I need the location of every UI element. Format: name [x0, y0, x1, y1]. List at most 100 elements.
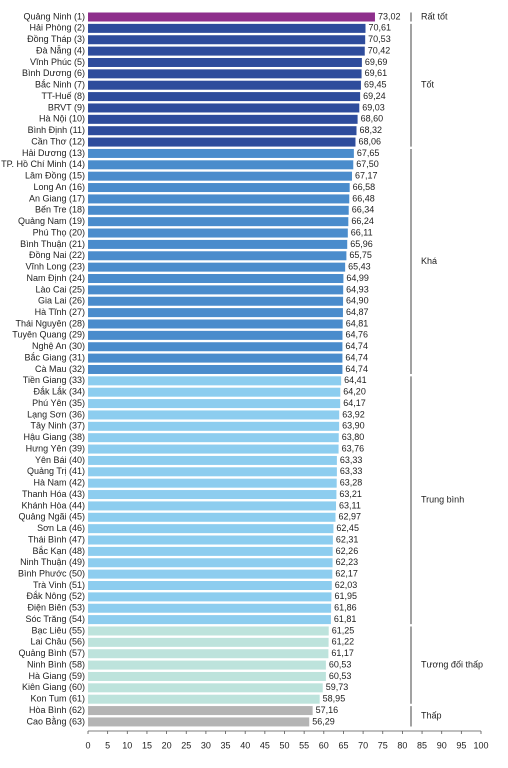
value-label: 62,17 [335, 569, 358, 579]
value-label: 73,02 [378, 11, 401, 21]
category-label: Tuyên Quang (29) [12, 330, 85, 340]
category-label: Lai Châu (56) [30, 637, 85, 647]
category-label: Khánh Hòa (44) [21, 500, 85, 510]
bar [88, 399, 341, 409]
value-label: 65,96 [350, 239, 373, 249]
value-label: 66,24 [351, 216, 374, 226]
bar [88, 46, 365, 56]
value-label: 62,23 [336, 557, 359, 567]
value-label: 64,41 [344, 375, 367, 385]
category-label: Ninh Thuận (49) [20, 557, 85, 567]
x-tick-label: 60 [319, 740, 329, 750]
bar [88, 649, 329, 659]
category-label: Hà Tĩnh (27) [35, 307, 85, 317]
value-label: 65,43 [348, 262, 371, 272]
value-label: 66,11 [351, 227, 373, 237]
value-label: 69,61 [365, 68, 388, 78]
value-label: 68,32 [359, 125, 382, 135]
x-tick-label: 55 [299, 740, 309, 750]
value-label: 63,33 [340, 466, 363, 476]
value-label: 60,53 [329, 659, 352, 669]
value-label: 64,76 [346, 330, 369, 340]
bar [88, 615, 331, 625]
x-tick-label: 95 [456, 740, 466, 750]
x-tick-label: 25 [181, 740, 191, 750]
bar [88, 535, 333, 545]
value-label: 64,87 [346, 307, 369, 317]
x-tick-label: 30 [201, 740, 211, 750]
category-label: Hưng Yên (39) [26, 443, 85, 453]
x-tick-label: 40 [240, 740, 250, 750]
value-label: 69,69 [365, 57, 388, 67]
value-label: 60,53 [329, 671, 352, 681]
bar [88, 23, 366, 33]
bar [88, 581, 332, 590]
value-label: 67,65 [357, 148, 380, 158]
x-tick-label: 35 [221, 740, 231, 750]
category-label: Vĩnh Phúc (5) [30, 57, 85, 67]
category-label: Đắk Lắk (34) [33, 387, 85, 397]
value-label: 64,20 [343, 387, 366, 397]
value-label: 70,42 [368, 45, 391, 55]
x-tick-label: 70 [358, 740, 368, 750]
value-label: 62,26 [336, 546, 359, 556]
bar [88, 546, 333, 556]
value-label: 67,17 [355, 171, 378, 181]
value-label: 61,86 [334, 603, 357, 613]
x-tick-label: 15 [142, 740, 152, 750]
bar [88, 558, 333, 568]
x-tick-label: 80 [397, 740, 407, 750]
value-label: 69,03 [362, 102, 385, 112]
category-label: BRVT (9) [48, 102, 85, 112]
bar [88, 455, 337, 465]
value-label: 68,06 [358, 136, 381, 146]
bar [88, 626, 329, 636]
value-label: 66,48 [352, 193, 375, 203]
category-label: Kiên Giang (60) [22, 682, 85, 692]
group-label: Khá [421, 256, 437, 266]
bar [88, 717, 310, 727]
value-label: 64,81 [346, 318, 369, 328]
x-tick-label: 85 [417, 740, 427, 750]
category-label: Sóc Trăng (54) [25, 614, 85, 624]
value-label: 61,17 [331, 648, 354, 658]
x-tick-label: 65 [338, 740, 348, 750]
value-label: 68,60 [361, 114, 384, 124]
bar [88, 444, 339, 454]
bar [88, 57, 362, 67]
bar [88, 387, 341, 397]
bar [88, 205, 349, 215]
category-label: Vĩnh Long (23) [25, 262, 85, 272]
value-label: 63,80 [342, 432, 365, 442]
category-label: Nghệ An (30) [32, 341, 85, 351]
group-label: Trung bình [421, 495, 464, 505]
bar [88, 137, 356, 147]
category-label: Sơn La (46) [37, 523, 85, 533]
category-label: TP. Hồ Chí Minh (14) [1, 159, 85, 169]
category-label: Đồng Tháp (3) [27, 34, 85, 44]
value-label: 61,25 [332, 625, 355, 635]
category-label: Bình Thuận (21) [20, 239, 85, 249]
bar [88, 490, 337, 500]
value-label: 64,93 [346, 284, 369, 294]
value-label: 63,76 [342, 443, 365, 453]
value-label: 69,45 [364, 80, 387, 90]
x-tick-label: 20 [162, 740, 172, 750]
bar [88, 296, 344, 306]
value-label: 61,22 [332, 637, 355, 647]
value-label: 63,28 [340, 478, 363, 488]
category-label: Hòa Bình (62) [29, 705, 85, 715]
category-label: Quảng Trị (41) [27, 466, 85, 476]
x-tick-label: 100 [473, 740, 488, 750]
x-tick-label: 75 [378, 740, 388, 750]
value-label: 57,16 [316, 705, 339, 715]
category-label: Bình Dương (6) [22, 68, 85, 78]
bar [88, 228, 348, 238]
bar [88, 478, 337, 488]
bar [88, 342, 343, 352]
category-label: Lâm Đồng (15) [25, 171, 85, 181]
bar [88, 35, 366, 45]
bar [88, 410, 340, 420]
bar [88, 421, 340, 431]
bar [88, 183, 350, 193]
